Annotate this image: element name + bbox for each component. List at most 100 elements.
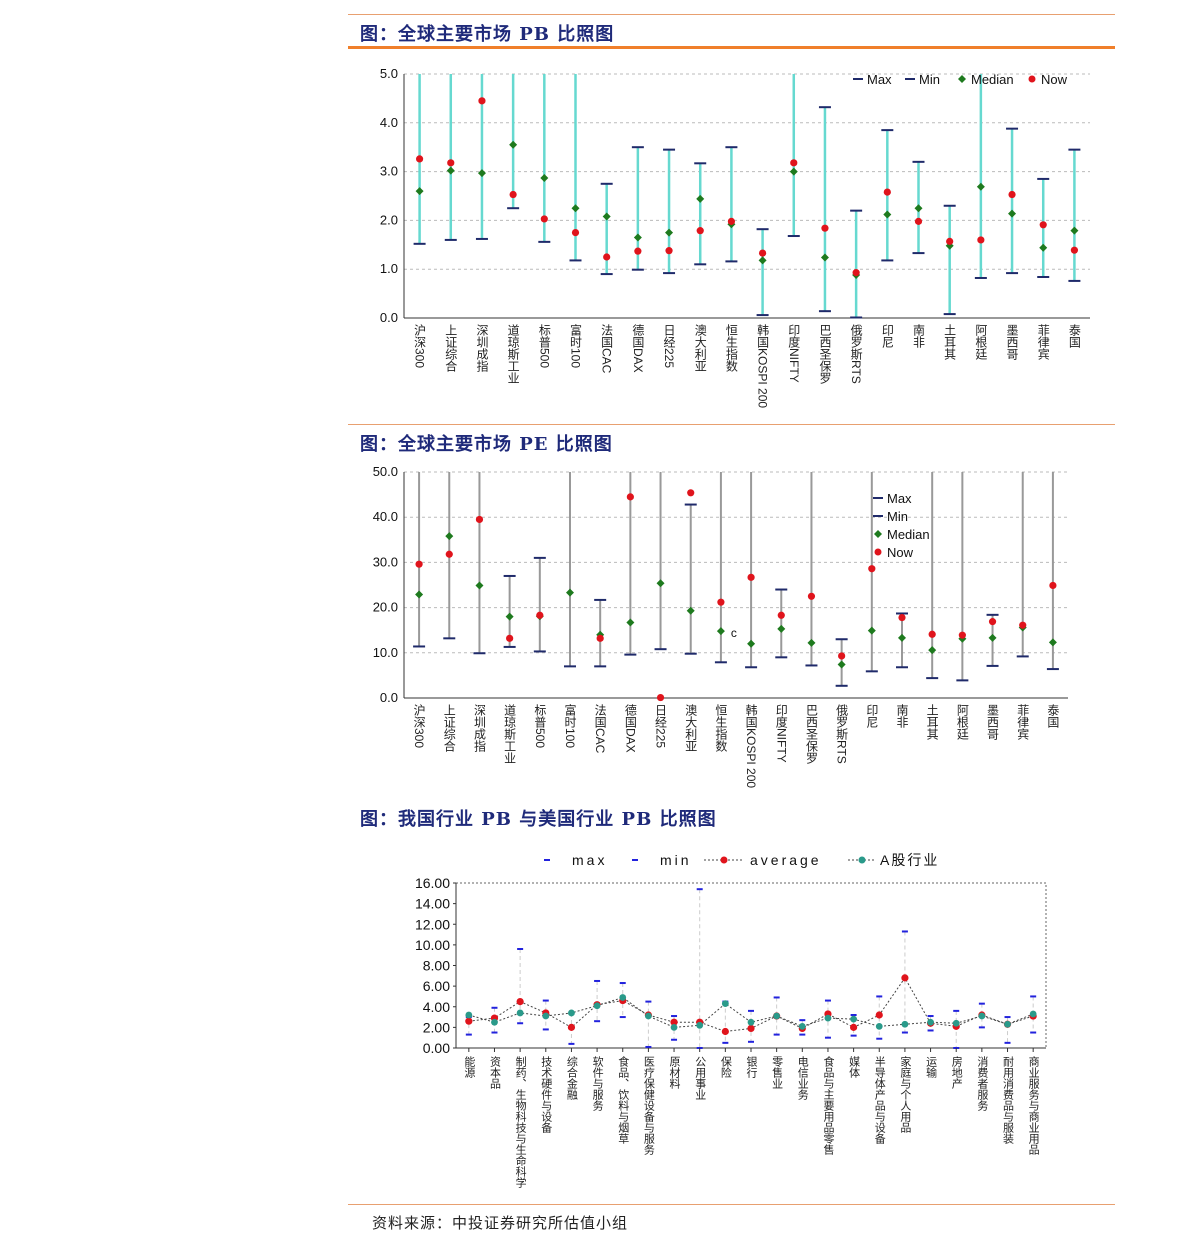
y-tick-label: 6.00 bbox=[423, 978, 450, 994]
median-point bbox=[415, 187, 424, 196]
median-point bbox=[777, 624, 786, 633]
now-point bbox=[665, 247, 673, 255]
median-point bbox=[820, 253, 829, 262]
now-point bbox=[717, 598, 725, 606]
x-tick-label: 资本品 bbox=[488, 1056, 501, 1089]
now-point bbox=[807, 592, 816, 600]
y-tick-label: 2.00 bbox=[423, 1019, 450, 1035]
x-tick-label: 印尼 bbox=[880, 324, 894, 348]
x-tick-label: 商业服务与商业用品 bbox=[1027, 1055, 1040, 1155]
legend-marker-a-share bbox=[858, 856, 866, 864]
now-point bbox=[571, 229, 580, 237]
median-point bbox=[988, 633, 997, 642]
x-tick-label: 公用事业 bbox=[694, 1056, 707, 1100]
legend-label: Max bbox=[867, 72, 892, 87]
now-point bbox=[415, 560, 423, 568]
now-point bbox=[758, 249, 767, 257]
x-tick-label: 法国CAC bbox=[600, 324, 614, 374]
x-tick-label: 恒生指数 bbox=[714, 704, 728, 753]
x-tick-label: 沪深300 bbox=[413, 324, 427, 369]
x-tick-label: 澳大利亚 bbox=[693, 324, 707, 372]
now-point bbox=[777, 611, 785, 619]
median-point bbox=[747, 639, 756, 648]
y-tick-label: 2.0 bbox=[380, 212, 398, 227]
median-point bbox=[626, 618, 635, 627]
a-share-point bbox=[696, 1021, 704, 1029]
legend-label: Median bbox=[971, 72, 1014, 87]
x-tick-label: 土耳其 bbox=[925, 704, 939, 740]
median-point bbox=[914, 204, 923, 213]
x-tick-label: 阿根廷 bbox=[974, 324, 988, 361]
annotation-text: c bbox=[731, 626, 737, 640]
average-point bbox=[516, 997, 524, 1006]
y-tick-label: 4.00 bbox=[423, 999, 450, 1015]
median-point bbox=[976, 182, 985, 191]
median-point bbox=[415, 590, 424, 599]
y-tick-label: 0.0 bbox=[380, 310, 398, 325]
x-tick-label: 韩国KOSPI 200 bbox=[744, 703, 758, 789]
now-point bbox=[747, 573, 755, 581]
x-tick-label: 俄罗斯RTS bbox=[849, 324, 863, 384]
pe-chart: 0.0 10.0 20.0 30.0 40.0 50.0 沪深300 上证综合 深圳成指 道琼斯工… bbox=[373, 464, 1068, 789]
y-tick-label: 40.0 bbox=[373, 509, 398, 524]
x-tick-label: 家庭与个人用品 bbox=[899, 1055, 912, 1133]
now-point bbox=[727, 217, 736, 225]
y-tick-label: 1.0 bbox=[380, 261, 398, 276]
now-point bbox=[603, 253, 611, 261]
median-point bbox=[716, 627, 725, 636]
a-share-point bbox=[593, 1002, 601, 1010]
now-point bbox=[536, 611, 544, 619]
a-share-point bbox=[798, 1022, 806, 1030]
legend-label: max bbox=[572, 852, 607, 868]
average-point bbox=[567, 1023, 576, 1031]
now-point bbox=[478, 97, 486, 105]
median-point bbox=[665, 228, 674, 237]
x-tick-label: 深圳成指 bbox=[475, 324, 489, 373]
x-tick-label: 医疗保健设备与服务 bbox=[642, 1056, 655, 1155]
now-point bbox=[445, 550, 453, 558]
median-point bbox=[445, 532, 454, 541]
now-point bbox=[1008, 190, 1016, 199]
now-point bbox=[506, 634, 514, 642]
now-point bbox=[540, 215, 548, 223]
x-tick-label: 银行 bbox=[745, 1055, 758, 1079]
x-tick-label: 澳大利亚 bbox=[684, 704, 698, 752]
median-point bbox=[656, 579, 665, 588]
x-tick-label: 道琼斯工业 bbox=[503, 704, 517, 764]
x-tick-label: 印尼 bbox=[865, 704, 879, 728]
x-tick-label: 菲律宾 bbox=[1036, 324, 1050, 360]
a-share-point bbox=[1004, 1020, 1011, 1028]
legend-label: Now bbox=[1041, 72, 1068, 87]
now-point bbox=[415, 155, 424, 163]
median-point bbox=[566, 588, 574, 597]
x-tick-label: 食品、饮料与烟草 bbox=[617, 1055, 630, 1144]
x-tick-label: 消费者服务 bbox=[976, 1055, 989, 1111]
x-tick-label: 电信业务 bbox=[796, 1056, 809, 1100]
y-tick-label: 12.00 bbox=[415, 916, 450, 932]
median-point bbox=[837, 660, 846, 669]
now-point bbox=[596, 634, 604, 642]
median-point bbox=[696, 194, 705, 203]
now-point bbox=[447, 159, 455, 167]
median-point bbox=[446, 166, 455, 175]
a-share-point bbox=[721, 1000, 729, 1008]
x-tick-label: 韩国KOSPI 200 bbox=[756, 323, 770, 409]
y-tick-label: 50.0 bbox=[373, 464, 398, 479]
x-tick-label: 媒体 bbox=[848, 1056, 861, 1078]
average-point bbox=[747, 1024, 755, 1033]
y-tick-label: 20.0 bbox=[373, 600, 398, 615]
x-tick-label: 恒生指数 bbox=[724, 324, 738, 373]
now-point bbox=[626, 493, 634, 501]
x-tick-label: 零售业 bbox=[771, 1056, 784, 1089]
legend-label: Now bbox=[887, 545, 914, 560]
a-share-point bbox=[927, 1018, 934, 1026]
x-tick-label: 泰国 bbox=[1067, 324, 1081, 348]
x-tick-label: 标普500 bbox=[537, 324, 551, 369]
legend-label: Median bbox=[887, 527, 930, 542]
x-tick-label: 深圳成指 bbox=[472, 704, 486, 753]
x-tick-label: 墨西哥 bbox=[986, 704, 1000, 740]
average-point bbox=[850, 1023, 858, 1031]
now-point bbox=[988, 618, 997, 626]
y-tick-label: 30.0 bbox=[373, 554, 398, 569]
x-tick-label: 标普500 bbox=[533, 704, 547, 749]
